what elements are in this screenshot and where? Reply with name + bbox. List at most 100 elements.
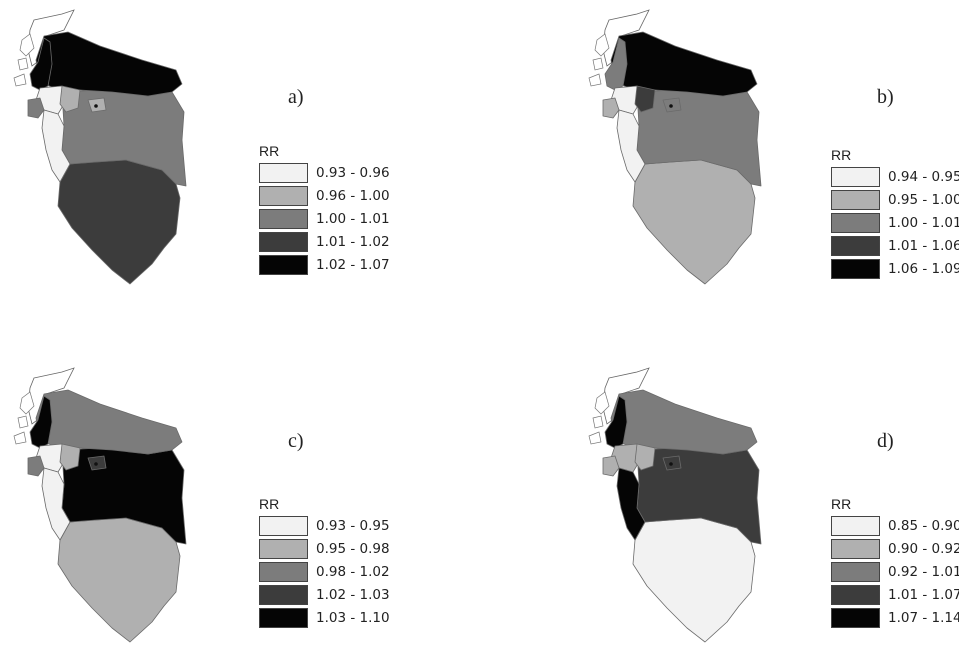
region-nw-strip <box>604 37 628 91</box>
region-west4 <box>602 97 620 119</box>
panel-label: a) <box>288 86 304 108</box>
legend-swatch <box>259 231 308 252</box>
region-nw-strip <box>29 395 53 449</box>
panel-label: c) <box>288 430 304 452</box>
choropleth-map <box>588 9 762 285</box>
legend-item: 0.90 - 0.92 <box>831 537 959 560</box>
legend-range-label: 0.93 - 0.95 <box>316 517 390 534</box>
legend-item: 0.93 - 0.95 <box>259 514 390 537</box>
region-west2 <box>59 85 81 113</box>
legend-swatch <box>259 607 308 628</box>
choropleth-map <box>588 367 762 643</box>
region-west2 <box>634 443 656 471</box>
legend: RR 0.94 - 0.95 0.95 - 1.00 1.00 - 1.01 1.01… <box>831 147 959 280</box>
legend-range-label: 1.03 - 1.10 <box>316 609 390 626</box>
legend-swatch <box>259 254 308 275</box>
legend-swatch <box>259 538 308 559</box>
pier-area <box>13 391 35 445</box>
legend-range-label: 1.06 - 1.09 <box>888 260 959 277</box>
legend-range-label: 0.98 - 1.02 <box>316 563 390 580</box>
legend-range-label: 0.85 - 0.90 <box>888 517 959 534</box>
legend-swatch <box>831 235 880 256</box>
legend-swatch <box>259 584 308 605</box>
legend-item: 0.98 - 1.02 <box>259 560 390 583</box>
region-west3 <box>616 109 646 183</box>
legend-item: 1.03 - 1.10 <box>259 606 390 629</box>
legend-item: 0.94 - 0.95 <box>831 165 959 188</box>
region-nw-strip <box>29 37 53 91</box>
legend-range-label: 1.07 - 1.14 <box>888 609 959 626</box>
legend-title: RR <box>831 147 852 163</box>
legend-title: RR <box>259 143 280 159</box>
region-south <box>57 517 181 643</box>
region-nw-strip <box>604 395 628 449</box>
region-west4 <box>27 455 45 477</box>
choropleth-map <box>13 9 187 285</box>
legend: RR 0.93 - 0.95 0.95 - 0.98 0.98 - 1.02 1.02… <box>259 496 390 629</box>
legend-range-label: 0.96 - 1.00 <box>316 187 390 204</box>
legend-range-label: 0.95 - 0.98 <box>316 540 390 557</box>
region-west4 <box>27 97 45 119</box>
legend: RR 0.85 - 0.90 0.90 - 0.92 0.92 - 1.01 1.01… <box>831 496 959 629</box>
legend-item: 1.01 - 1.02 <box>259 230 390 253</box>
panel-label: b) <box>877 86 894 108</box>
legend-range-label: 0.92 - 1.01 <box>888 563 959 580</box>
legend-range-label: 1.00 - 1.01 <box>316 210 390 227</box>
region-enclave <box>669 104 673 108</box>
region-west2 <box>59 443 81 471</box>
legend-item: 1.00 - 1.01 <box>259 207 390 230</box>
pier-area <box>588 33 610 87</box>
panel-b: b) RR 0.94 - 0.95 0.95 - 1.00 1.00 - 1.01 1… <box>575 0 959 314</box>
legend-item: 1.00 - 1.01 <box>831 211 959 234</box>
legend-swatch <box>831 607 880 628</box>
legend-swatch <box>831 584 880 605</box>
region-west3 <box>41 467 71 541</box>
legend-item: 0.92 - 1.01 <box>831 560 959 583</box>
panel-c: c) RR 0.93 - 0.95 0.95 - 0.98 0.98 - 1.02 1… <box>0 358 479 672</box>
region-enclave <box>94 462 98 466</box>
legend-range-label: 0.93 - 0.96 <box>316 164 390 181</box>
region-south <box>632 517 756 643</box>
panel-label: d) <box>877 430 894 452</box>
legend-range-label: 1.01 - 1.07 <box>888 586 959 603</box>
legend-swatch <box>831 189 880 210</box>
legend-range-label: 0.90 - 0.92 <box>888 540 959 557</box>
region-west3 <box>616 467 646 541</box>
choropleth-map <box>13 367 187 643</box>
legend-item: 1.07 - 1.14 <box>831 606 959 629</box>
region-west4 <box>602 455 620 477</box>
legend-range-label: 1.01 - 1.02 <box>316 233 390 250</box>
region-enclave <box>669 462 673 466</box>
legend-item: 1.02 - 1.07 <box>259 253 390 276</box>
legend-range-label: 1.00 - 1.01 <box>888 214 959 231</box>
legend-swatch <box>259 208 308 229</box>
legend: RR 0.93 - 0.96 0.96 - 1.00 1.00 - 1.01 1.01… <box>259 143 390 276</box>
legend-item: 1.01 - 1.07 <box>831 583 959 606</box>
region-west2 <box>634 85 656 113</box>
legend-title: RR <box>259 496 280 512</box>
legend-title: RR <box>831 496 852 512</box>
legend-range-label: 0.94 - 0.95 <box>888 168 959 185</box>
legend-range-label: 0.95 - 1.00 <box>888 191 959 208</box>
legend-swatch <box>259 162 308 183</box>
legend-swatch <box>259 561 308 582</box>
legend-swatch <box>831 515 880 536</box>
legend-swatch <box>831 212 880 233</box>
region-enclave <box>94 104 98 108</box>
region-south <box>632 159 756 285</box>
legend-swatch <box>831 538 880 559</box>
legend-swatch <box>831 258 880 279</box>
legend-item: 0.85 - 0.90 <box>831 514 959 537</box>
pier-area <box>588 391 610 445</box>
panel-d: d) RR 0.85 - 0.90 0.90 - 0.92 0.92 - 1.01 1… <box>575 358 959 672</box>
region-west3 <box>41 109 71 183</box>
legend-item: 1.01 - 1.06 <box>831 234 959 257</box>
legend-swatch <box>831 561 880 582</box>
legend-item: 1.06 - 1.09 <box>831 257 959 280</box>
pier-area <box>13 33 35 87</box>
legend-swatch <box>259 185 308 206</box>
legend-range-label: 1.02 - 1.03 <box>316 586 390 603</box>
panel-a: a) RR 0.93 - 0.96 0.96 - 1.00 1.00 - 1.01 1… <box>0 0 479 314</box>
legend-swatch <box>259 515 308 536</box>
legend-swatch <box>831 166 880 187</box>
